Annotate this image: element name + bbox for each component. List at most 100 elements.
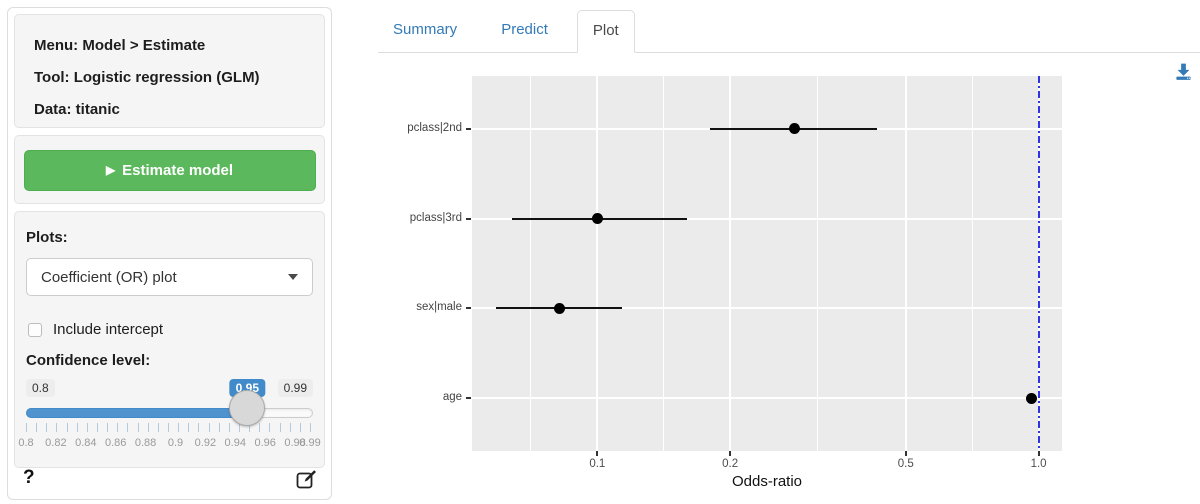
sidebar-footer: ? [22, 467, 317, 495]
tab-summary[interactable]: Summary [393, 21, 458, 38]
model-info-panel: Menu: Model > Estimate Tool: Logistic re… [14, 14, 325, 128]
help-icon[interactable]: ? [23, 467, 35, 488]
slider-grid-tick-label: 0.99 [299, 437, 321, 449]
menu-info: Menu: Model > Estimate [34, 37, 206, 54]
slider-grid-tick [228, 423, 230, 432]
slider-grid-tick [127, 423, 129, 432]
slider-grid-tick [26, 423, 27, 432]
tab-plot[interactable]: Plot [576, 10, 635, 53]
slider-grid-tick [239, 423, 240, 432]
slider-grid-tick [46, 423, 48, 432]
slider-grid-tick-label: 0.88 [134, 437, 157, 449]
slider-grid-tick-label: 0.84 [75, 437, 97, 449]
y-axis-tick [466, 307, 471, 310]
include-intercept-label: Include intercept [53, 321, 164, 338]
minor-gridline [663, 76, 665, 451]
x-axis-title: Odds-ratio [731, 473, 803, 490]
x-axis-tick-label: 0.5 [897, 458, 914, 470]
major-gridline [596, 76, 599, 451]
slider-grid-tick [56, 423, 58, 432]
slider-grid-tick [117, 423, 119, 432]
coefficient-point [553, 302, 565, 314]
slider-grid-tick [249, 423, 251, 432]
slider-grid-tick [188, 423, 190, 432]
edit-report-icon[interactable] [296, 469, 317, 495]
slider-grid-tick [279, 423, 281, 432]
slider-grid-tick [269, 423, 271, 432]
y-axis-tick [466, 397, 471, 400]
y-axis-tick [466, 217, 471, 220]
slider-grid-tick [218, 423, 220, 432]
slider-bar-fill [26, 408, 248, 418]
slider-grid-tick [86, 423, 88, 432]
confidence-slider: 0.8 0.99 0.95 0.8 0.82 0.84 0.86 0.88 0.9 0.92… [18, 377, 321, 469]
slider-max-label: 0.99 [277, 379, 313, 397]
coefficient-point [789, 123, 801, 135]
play-icon: ▶ [105, 163, 116, 177]
x-axis-tick [1037, 451, 1040, 456]
major-gridline [904, 76, 907, 451]
reference-line [1037, 76, 1040, 451]
minor-gridline [530, 76, 532, 451]
estimate-model-button[interactable]: ▶ Estimate model [23, 150, 316, 191]
slider-grid-tick [198, 423, 200, 432]
slider-grid-tick [310, 423, 311, 432]
slider-grid-tick [36, 423, 38, 432]
slider-grid-tick [97, 423, 98, 432]
confidence-level-label: Confidence level: [26, 352, 151, 369]
plot-type-select[interactable]: Coefficient (OR) plot [26, 258, 313, 296]
tab-predict[interactable]: Predict [501, 21, 548, 38]
slider-grid-tick-label: 0.96 [254, 437, 276, 449]
plot-panel-background [472, 76, 1062, 451]
slider-grid-tick [76, 423, 78, 432]
row-gridline [472, 217, 1062, 220]
x-axis-tick-label: 0.1 [589, 458, 606, 470]
y-axis-tick [466, 127, 471, 130]
slider-grid-tick [289, 423, 291, 432]
slider-grid-tick-label: 0.82 [45, 437, 67, 449]
plots-panel: Plots: Coefficient (OR) plot Include int… [14, 211, 325, 468]
slider-grid-tick-label: 0.94 [224, 437, 246, 449]
major-gridline [729, 76, 732, 451]
coefficient-point [1026, 392, 1038, 404]
include-intercept-checkbox[interactable] [28, 322, 42, 337]
plots-label: Plots: [26, 229, 68, 246]
row-gridline [472, 307, 1062, 310]
x-axis-tick-label: 1.0 [1030, 458, 1047, 470]
sidebar: Menu: Model > Estimate Tool: Logistic re… [7, 7, 332, 500]
slider-grid-tick [107, 423, 109, 432]
slider-grid-tick-label: 0.9 [167, 437, 184, 449]
slider-grid-tick-label: 0.86 [104, 437, 127, 449]
tool-info: Tool: Logistic regression (GLM) [34, 69, 260, 86]
slider-grid-tick [147, 423, 149, 432]
estimate-model-label: Estimate model [122, 162, 234, 179]
y-axis-label: pclass|3rd [409, 211, 462, 224]
plot-type-selected-value: Coefficient (OR) plot [41, 268, 177, 286]
y-axis-label: pclass|2nd [407, 121, 462, 134]
x-axis-tick [904, 451, 907, 456]
x-axis-tick [596, 451, 599, 456]
slider-grid-tick [299, 423, 301, 432]
slider-min-label: 0.8 [26, 379, 55, 397]
x-axis-tick-label: 0.2 [722, 458, 739, 470]
tab-bar: Summary Predict Plot [378, 10, 649, 53]
y-axis-label: age [442, 391, 462, 404]
row-gridline [472, 397, 1062, 400]
download-plot-icon[interactable] [1174, 62, 1193, 86]
include-intercept-row: Include intercept [26, 321, 313, 338]
chevron-down-icon [288, 274, 298, 280]
tabbar-divider [378, 52, 1200, 53]
minor-gridline [817, 76, 819, 451]
slider-grid-tick [168, 423, 169, 432]
y-axis-label: sex|male [416, 301, 462, 314]
slider-grid-tick [208, 423, 210, 432]
slider-grid-tick [157, 423, 159, 432]
minor-gridline [971, 76, 973, 451]
slider-grid-tick [178, 423, 180, 432]
coefficient-point [591, 213, 603, 225]
action-panel: ▶ Estimate model [14, 135, 325, 204]
slider-handle[interactable] [229, 390, 266, 426]
slider-grid-tick-label: 0.8 [18, 437, 34, 449]
slider-grid-tick-label: 0.98 [284, 437, 306, 449]
slider-grid-tick-label: 0.92 [194, 437, 217, 449]
